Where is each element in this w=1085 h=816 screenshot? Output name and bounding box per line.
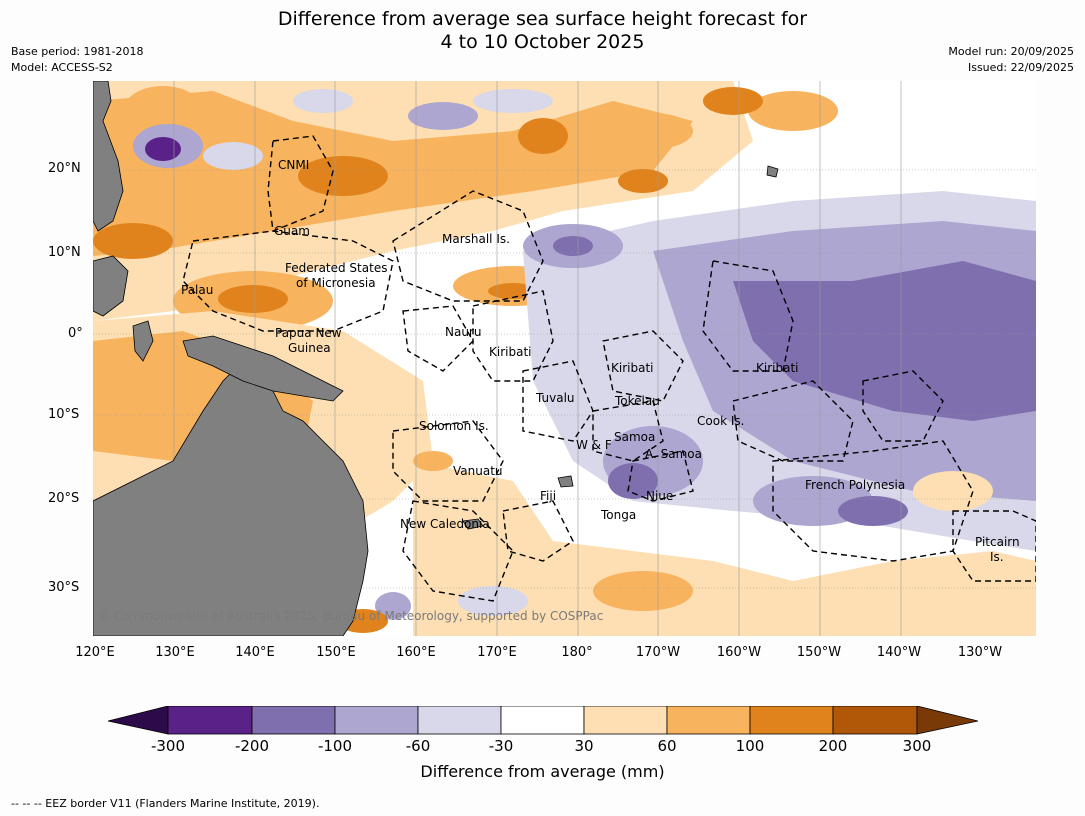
colorbar-bin-1	[167, 705, 253, 735]
label-kiribati-central: Kiribati	[611, 361, 654, 375]
label-guam: Guam	[274, 224, 310, 238]
lat-label-30s: 30°S	[48, 580, 80, 595]
colorbar-bin-3	[334, 705, 419, 735]
label-fiji: Fiji	[540, 489, 557, 503]
philippines	[93, 81, 124, 232]
lat-label-0: 0°	[68, 326, 83, 341]
issued-date: Issued: 22/09/2025	[967, 61, 1074, 74]
colorbar-under	[107, 705, 169, 735]
label-tonga: Tonga	[601, 508, 637, 522]
model-name: Model: ACCESS-S2	[11, 61, 113, 74]
fiji	[557, 475, 574, 488]
eez-borders	[182, 135, 1036, 602]
colorbar-label: Difference from average (mm)	[420, 762, 665, 781]
lon-label-160e: 160°E	[396, 645, 436, 660]
colorbar-bin-7	[666, 705, 751, 735]
colorbar-bin-6	[583, 705, 668, 735]
label-fsm-1: Federated States	[285, 261, 388, 275]
lon-label-170w: 170°W	[635, 645, 681, 660]
map-panel: CNMI Guam Marshall Is. Federated States …	[93, 81, 1036, 636]
borneo	[93, 255, 129, 317]
lon-label-150e: 150°E	[316, 645, 356, 660]
chart-title: Difference from average sea surface heig…	[0, 8, 1085, 54]
map-canvas	[93, 81, 1036, 636]
title-line-1: Difference from average sea surface heig…	[277, 8, 808, 30]
colorbar-bin-9	[832, 705, 918, 735]
colorbar-bin-5	[500, 705, 585, 735]
label-palau: Palau	[181, 283, 214, 297]
label-png-1: Papua New	[275, 326, 342, 340]
label-american-samoa: A. Samoa	[645, 447, 702, 461]
label-nauru: Nauru	[445, 325, 482, 339]
label-kiribati-west: Kiribati	[489, 345, 532, 359]
colorbar-bin-2	[251, 705, 336, 735]
positive-south	[413, 461, 1036, 636]
label-samoa: Samoa	[614, 430, 656, 444]
new-caledonia	[462, 518, 484, 530]
cb-tick-minus30: -30	[488, 737, 514, 755]
lat-label-10n: 10°N	[48, 245, 81, 260]
colorbar	[107, 705, 979, 736]
label-niue: Niue	[646, 489, 674, 503]
cb-tick-30: 30	[574, 737, 594, 755]
label-pitcairn-2: Is.	[990, 550, 1004, 564]
title-line-2: 4 to 10 October 2025	[440, 31, 645, 53]
label-pitcairn-1: Pitcairn	[975, 535, 1020, 549]
lon-label-180: 180°	[561, 645, 593, 660]
colorbar-over	[916, 705, 979, 735]
lon-label-150w: 150°W	[796, 645, 842, 660]
label-wallis-futuna: W & F	[576, 438, 612, 452]
label-vanuatu: Vanuatu	[453, 464, 503, 478]
model-run: Model run: 20/09/2025	[948, 45, 1074, 58]
cb-tick-minus100: -100	[317, 737, 353, 755]
land	[93, 81, 779, 636]
lon-label-130e: 130°E	[155, 645, 195, 660]
cb-tick-100: 100	[735, 737, 765, 755]
copyright: © Commonwealth of Australia 2025, Bureau…	[98, 609, 604, 623]
base-period: Base period: 1981-2018	[11, 45, 144, 58]
lat-label-20n: 20°N	[48, 161, 81, 176]
label-solomon: Solomon Is.	[419, 419, 489, 433]
label-cnmi: CNMI	[278, 158, 310, 172]
label-cook: Cook Is.	[697, 414, 745, 428]
colorbar-bin-4	[417, 705, 502, 735]
lon-label-120e: 120°E	[75, 645, 115, 660]
cb-tick-60: 60	[657, 737, 677, 755]
cb-tick-300: 300	[902, 737, 932, 755]
lon-label-130w: 130°W	[957, 645, 1003, 660]
label-kiribati-east: Kiribati	[756, 361, 799, 375]
meta-right: Model run: 20/09/2025 Issued: 22/09/2025	[948, 44, 1074, 76]
label-tuvalu: Tuvalu	[536, 391, 575, 405]
lat-label-10s: 10°S	[48, 407, 80, 422]
label-new-caledonia: New Caledonia	[400, 517, 490, 531]
negative-core-east	[733, 261, 1036, 421]
cb-tick-200: 200	[818, 737, 848, 755]
label-fsm-2: of Micronesia	[296, 276, 376, 290]
lon-label-160w: 160°W	[716, 645, 762, 660]
label-tokelau: Tokelau	[615, 394, 660, 408]
australia	[93, 360, 369, 636]
colorbar-bin-8	[749, 705, 834, 735]
meta-left: Base period: 1981-2018 Model: ACCESS-S2	[11, 44, 143, 76]
label-marshall: Marshall Is.	[442, 232, 510, 246]
eez-footnote: -- -- -- EEZ border V11 (Flanders Marine…	[11, 797, 320, 810]
new-guinea	[182, 335, 344, 402]
cb-tick-minus200: -200	[234, 737, 270, 755]
hawaii	[766, 165, 779, 178]
lon-label-140e: 140°E	[235, 645, 275, 660]
lon-label-170e: 170°E	[477, 645, 517, 660]
cb-tick-minus60: -60	[405, 737, 431, 755]
sulawesi	[132, 320, 154, 362]
cb-tick-minus300: -300	[150, 737, 186, 755]
label-french-polynesia: French Polynesia	[805, 478, 906, 492]
lat-label-20s: 20°S	[48, 491, 80, 506]
lon-label-140w: 140°W	[876, 645, 922, 660]
label-png-2: Guinea	[288, 341, 331, 355]
colorbar-svg	[107, 705, 979, 735]
